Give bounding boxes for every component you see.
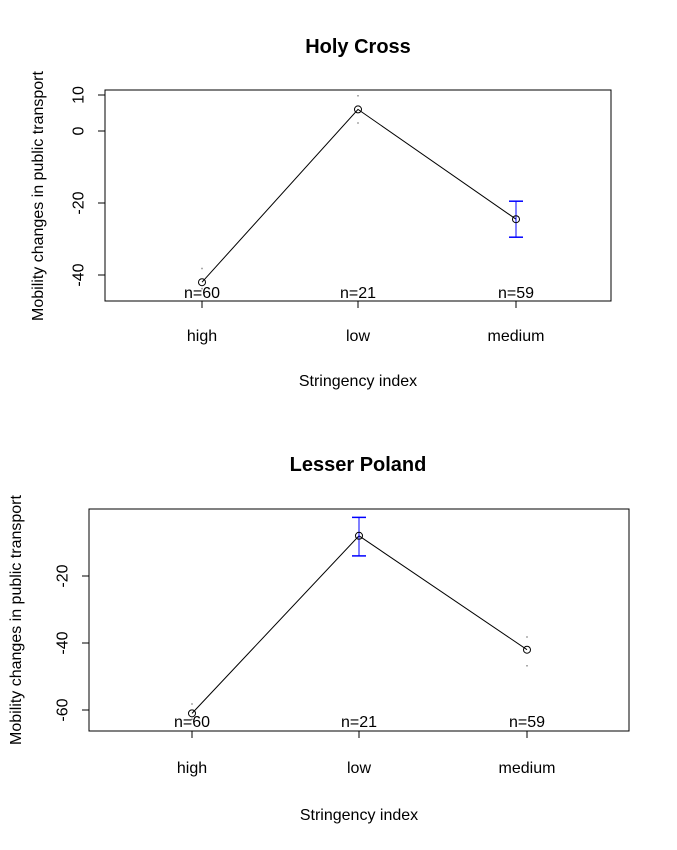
data-point [354,105,362,114]
chart-title: Lesser Poland [290,454,427,476]
n-label: n=60 [174,714,210,731]
data-point [512,215,520,224]
holy-cross-panel: Holy Cross Stringency index Mobility cha… [30,36,612,390]
data-point [188,709,196,718]
y-axis-label: Mobility changes in public transport [30,70,47,320]
n-label: n=60 [184,285,220,302]
y-tick-label: -20 [71,191,88,214]
x-tick-label: medium [499,760,556,777]
n-label: n=21 [340,285,376,302]
series-line [191,535,528,714]
series-line [201,108,517,283]
data-point [198,278,206,287]
plot-frame [104,89,612,302]
lesser-poland-panel: Lesser Poland Stringency index Mobility … [8,454,630,824]
y-tick-label: 0 [71,126,88,135]
x-tick-label: low [346,328,370,345]
x-tick-label: low [347,760,371,777]
y-tick-label: 10 [71,86,88,104]
y-tick-label: -20 [55,564,72,587]
y-tick-label: -40 [55,631,72,654]
x-tick-label: high [187,328,217,345]
y-tick-label: -40 [71,263,88,286]
chart-title: Holy Cross [305,36,411,58]
x-tick-label: high [177,760,207,777]
x-axis-label: Stringency index [299,373,417,390]
n-label: n=59 [509,714,545,731]
data-point [355,531,363,540]
data-point [523,645,531,654]
x-tick-label: medium [488,328,545,345]
x-axis-label: Stringency index [300,807,418,824]
n-label: n=59 [498,285,534,302]
n-label: n=21 [341,714,377,731]
y-tick-label: -60 [55,698,72,721]
y-axis-label: Mobility changes in public transport [8,494,25,744]
